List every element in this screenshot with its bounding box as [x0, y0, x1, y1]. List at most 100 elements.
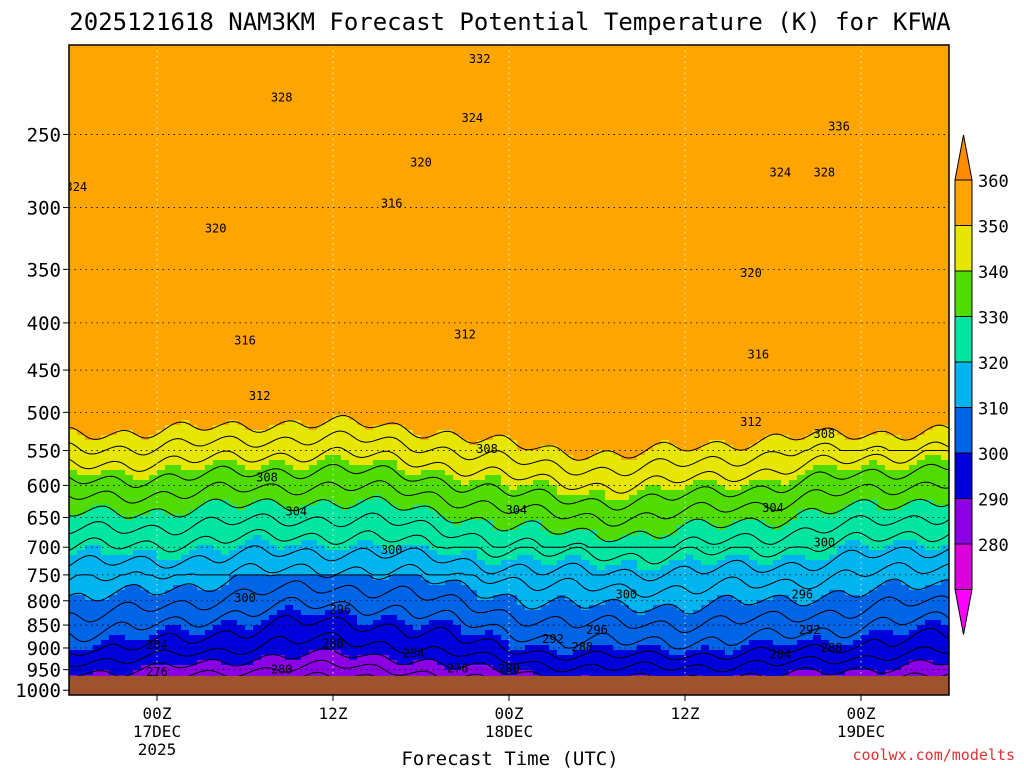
theta-cell — [109, 340, 118, 346]
theta-cell — [173, 480, 182, 486]
theta-cell — [133, 140, 142, 146]
theta-cell — [357, 280, 366, 286]
theta-cell — [221, 630, 230, 636]
theta-cell — [349, 145, 358, 151]
theta-cell — [221, 210, 230, 216]
theta-cell — [357, 540, 366, 546]
theta-cell — [253, 210, 262, 216]
theta-cell — [101, 290, 110, 296]
theta-cell — [365, 400, 374, 406]
theta-cell — [165, 45, 174, 51]
theta-cell — [69, 210, 78, 216]
theta-cell — [317, 420, 326, 426]
theta-cell — [141, 60, 150, 66]
theta-cell — [365, 380, 374, 386]
theta-cell — [309, 380, 318, 386]
theta-cell — [237, 380, 246, 386]
theta-cell — [93, 360, 102, 366]
theta-cell — [269, 480, 278, 486]
theta-cell — [77, 405, 86, 411]
theta-cell — [125, 575, 134, 581]
theta-cell — [277, 150, 286, 156]
theta-cell — [181, 470, 190, 476]
theta-cell — [101, 110, 110, 116]
theta-cell — [349, 520, 358, 526]
theta-cell — [349, 275, 358, 281]
theta-cell — [237, 495, 246, 501]
theta-cell — [341, 615, 350, 621]
theta-cell — [341, 360, 350, 366]
theta-cell — [93, 485, 102, 491]
theta-cell — [109, 115, 118, 121]
theta-cell — [189, 140, 198, 146]
theta-cell — [93, 145, 102, 151]
theta-cell — [349, 475, 358, 481]
theta-cell — [333, 200, 342, 206]
theta-cell — [197, 170, 206, 176]
theta-cell — [253, 595, 262, 601]
theta-cell — [165, 420, 174, 426]
theta-cell — [197, 410, 206, 416]
theta-cell — [69, 240, 78, 246]
theta-cell — [213, 195, 222, 201]
theta-cell — [221, 480, 230, 486]
theta-cell — [189, 650, 198, 656]
theta-cell — [285, 380, 294, 386]
theta-cell — [325, 535, 334, 541]
theta-cell — [157, 265, 166, 271]
theta-cell — [189, 600, 198, 606]
theta-cell — [157, 120, 166, 126]
theta-cell — [181, 440, 190, 446]
theta-cell — [141, 55, 150, 61]
theta-cell — [93, 340, 102, 346]
theta-cell — [189, 605, 198, 611]
theta-cell — [69, 375, 78, 381]
theta-cell — [245, 445, 254, 451]
theta-cell — [269, 385, 278, 391]
theta-cell — [309, 625, 318, 631]
theta-cell — [157, 575, 166, 581]
theta-cell — [349, 90, 358, 96]
theta-cell — [301, 655, 310, 661]
theta-cell — [197, 625, 206, 631]
theta-cell — [165, 380, 174, 386]
theta-cell — [149, 120, 158, 126]
theta-cell — [165, 340, 174, 346]
theta-cell — [101, 570, 110, 576]
theta-cell — [189, 200, 198, 206]
theta-cell — [157, 375, 166, 381]
theta-cell — [293, 555, 302, 561]
theta-cell — [157, 615, 166, 621]
theta-cell — [125, 450, 134, 456]
theta-cell — [325, 660, 334, 666]
theta-cell — [221, 200, 230, 206]
theta-cell — [77, 325, 86, 331]
theta-cell — [277, 100, 286, 106]
theta-cell — [165, 555, 174, 561]
theta-cell — [333, 415, 342, 421]
theta-cell — [125, 425, 134, 431]
theta-cell — [317, 455, 326, 461]
theta-cell — [213, 340, 222, 346]
theta-cell — [261, 110, 270, 116]
theta-cell — [285, 415, 294, 421]
theta-cell — [125, 455, 134, 461]
theta-cell — [165, 220, 174, 226]
theta-cell — [285, 155, 294, 161]
theta-cell — [349, 60, 358, 66]
theta-cell — [301, 150, 310, 156]
theta-cell — [365, 190, 374, 196]
theta-cell — [285, 570, 294, 576]
theta-cell — [109, 495, 118, 501]
theta-cell — [109, 610, 118, 616]
theta-cell — [157, 45, 166, 51]
theta-cell — [149, 625, 158, 631]
theta-cell — [93, 585, 102, 591]
theta-cell — [341, 65, 350, 71]
theta-cell — [93, 465, 102, 471]
theta-cell — [141, 645, 150, 651]
theta-cell — [261, 350, 270, 356]
theta-cell — [301, 75, 310, 81]
theta-cell — [101, 535, 110, 541]
theta-cell — [181, 200, 190, 206]
